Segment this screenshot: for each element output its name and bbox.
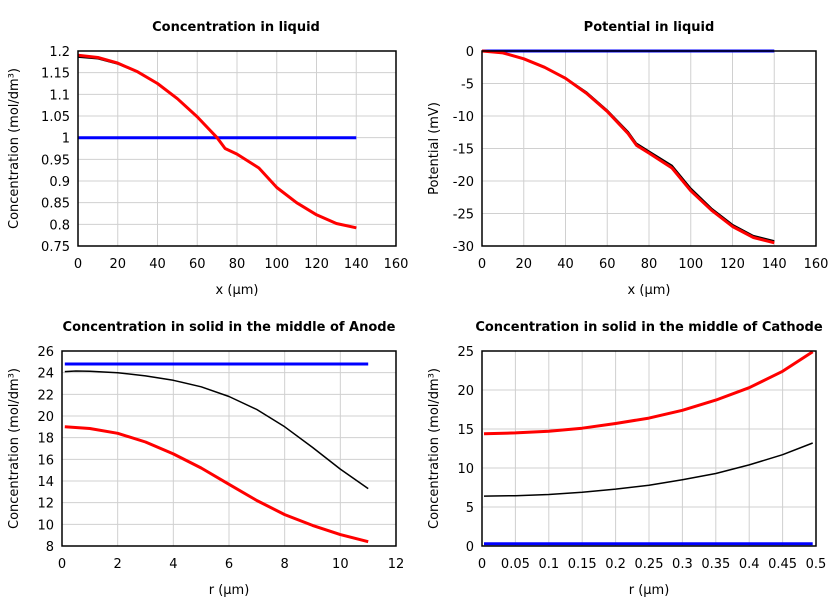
x-tick-label: 0.3: [672, 557, 693, 572]
y-axis-label: Concentration (mol/dm³): [7, 68, 22, 229]
x-tick-label: 8: [281, 557, 289, 572]
x-tick-label: 60: [189, 257, 206, 272]
subplot-1: 0 20 40 60 80 100 120 140 160 0.75 0.8 0.85 0.9 0.95 1…: [7, 20, 408, 298]
x-tick-label: 80: [229, 257, 246, 272]
x-tick-label: 20: [109, 257, 126, 272]
x-tick-label: 60: [599, 257, 616, 272]
series-line-3: [483, 350, 814, 436]
x-tick-label: 0.1: [538, 557, 559, 572]
y-tick-label: 0.95: [41, 153, 70, 168]
y-tick-label: 15: [457, 423, 474, 438]
y-tick-label: 10: [37, 518, 54, 533]
series-line-2: [482, 50, 775, 242]
x-tick-label: 10: [332, 557, 349, 572]
x-tick-label: 2: [114, 557, 122, 572]
y-tick-label: 14: [37, 475, 54, 490]
y-tick-label: 10: [457, 462, 474, 477]
y-tick-label: -10: [453, 110, 474, 125]
x-axis-label: x (µm): [216, 283, 259, 298]
x-tick-label: 160: [384, 257, 409, 272]
series-line-2: [64, 370, 369, 490]
x-tick-label: 40: [557, 257, 574, 272]
x-tick-label: 0.35: [701, 557, 730, 572]
y-tick-label: 0: [466, 45, 474, 60]
x-tick-label: 100: [264, 257, 289, 272]
y-tick-label: 1.15: [41, 67, 70, 82]
x-tick-label: 0.25: [635, 557, 664, 572]
x-tick-label: 0: [58, 557, 66, 572]
series-line-3: [482, 49, 775, 245]
y-tick-label: -15: [453, 143, 474, 158]
series-line-3: [78, 53, 357, 230]
y-tick-label: 1.1: [49, 88, 70, 103]
x-axis-label: r (µm): [209, 583, 250, 598]
y-tick-label: 0.85: [41, 197, 70, 212]
series-line-2: [483, 442, 813, 497]
x-tick-label: 160: [804, 257, 829, 272]
x-tick-label: 100: [678, 257, 703, 272]
y-tick-label: 1.2: [49, 45, 70, 60]
y-tick-label: 0.9: [49, 175, 70, 190]
x-tick-label: 0.15: [568, 557, 597, 572]
x-axis-label: r (µm): [629, 583, 670, 598]
x-tick-label: 20: [515, 257, 532, 272]
x-tick-label: 0.45: [768, 557, 797, 572]
x-tick-label: 120: [720, 257, 745, 272]
y-tick-label: 18: [37, 432, 54, 447]
y-axis-label: Concentration (mol/dm³): [7, 368, 22, 529]
x-tick-label: 12: [388, 557, 405, 572]
x-tick-label: 0.2: [605, 557, 626, 572]
y-tick-label: 16: [37, 453, 54, 468]
x-tick-label: 0.4: [739, 557, 760, 572]
y-tick-label: 0: [466, 540, 474, 555]
chart-title: Concentration in solid in the middle of …: [475, 320, 823, 335]
plot-frame: [61, 350, 397, 547]
y-tick-label: 0.75: [41, 240, 70, 255]
x-tick-label: 0: [478, 257, 486, 272]
x-tick-label: 4: [169, 557, 177, 572]
y-tick-label: 5: [466, 501, 474, 516]
x-tick-label: 6: [225, 557, 233, 572]
x-tick-label: 80: [641, 257, 658, 272]
x-tick-label: 0: [478, 557, 486, 572]
y-tick-label: 26: [37, 345, 54, 360]
chart-title: Potential in liquid: [584, 20, 715, 35]
x-tick-label: 0.5: [806, 557, 827, 572]
subplot-3: 0 2 4 6 8 10 128101214161820222426Concentratio…: [7, 320, 404, 598]
x-tick-label: 140: [344, 257, 369, 272]
y-tick-label: 20: [37, 410, 54, 425]
x-tick-label: 40: [149, 257, 166, 272]
y-axis-label: Concentration (mol/dm³): [427, 368, 442, 529]
chart-title: Concentration in solid in the middle of …: [63, 320, 396, 335]
x-axis-label: x (µm): [628, 283, 671, 298]
y-tick-label: -30: [453, 240, 474, 255]
y-tick-label: -25: [453, 208, 474, 223]
subplot-4: 0 0.05 0.1 0.15 0.2 0.25 0.3 0.35 0.4 0.45 0.5 0 5 10…: [427, 320, 826, 598]
plot-frame: [481, 350, 817, 547]
x-tick-label: 120: [304, 257, 329, 272]
y-tick-label: 25: [457, 345, 474, 360]
y-tick-label: 12: [37, 497, 54, 512]
y-tick-label: 1: [62, 132, 70, 147]
y-tick-label: 22: [37, 388, 54, 403]
y-axis-label: Potential (mV): [427, 102, 442, 195]
y-tick-label: 8: [46, 540, 54, 555]
x-tick-label: 0.05: [501, 557, 530, 572]
chart-title: Concentration in liquid: [152, 20, 320, 35]
y-tick-label: 1.05: [41, 110, 70, 125]
y-tick-label: 24: [37, 367, 54, 382]
x-tick-label: 140: [762, 257, 787, 272]
subplot-2: 0 20 40 60 80 100 120 140 160 -30 -25 -20 -15 -10 -5 0 P…: [427, 20, 828, 298]
plot-frame: [481, 50, 817, 247]
y-tick-label: -20: [453, 175, 474, 190]
x-tick-label: 0: [74, 257, 82, 272]
series-line-3: [64, 425, 369, 544]
y-tick-label: 0.8: [49, 218, 70, 233]
y-tick-label: -5: [461, 78, 474, 93]
y-tick-label: 20: [457, 384, 474, 399]
plot-frame: [77, 50, 397, 247]
